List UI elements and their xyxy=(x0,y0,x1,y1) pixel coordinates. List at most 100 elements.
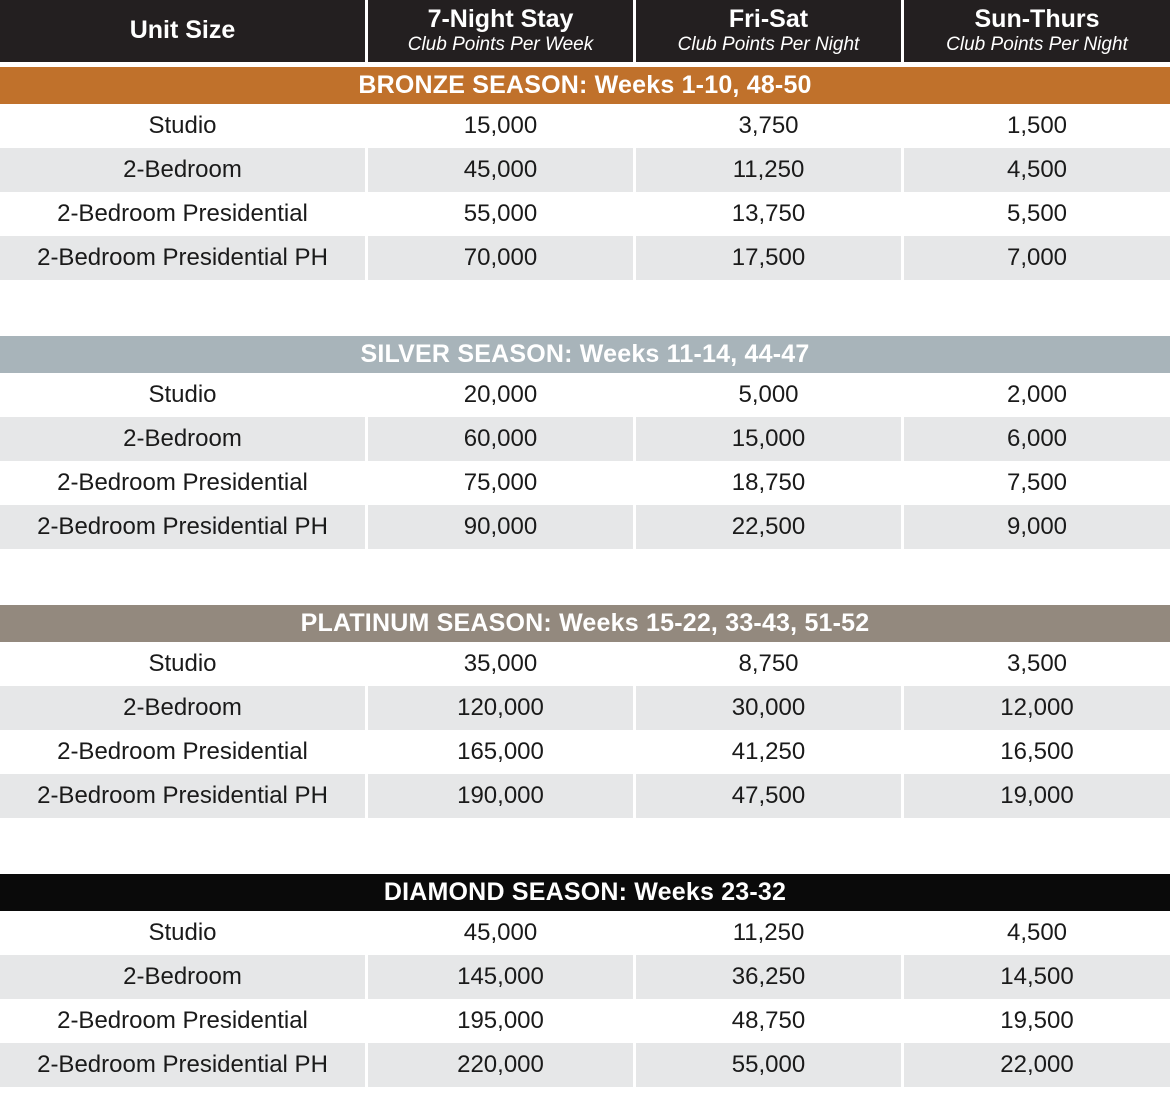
unit-size-cell: 2-Bedroom Presidential xyxy=(0,461,365,505)
week-points-cell: 15,000 xyxy=(368,104,633,148)
header-cell-sunthurs: Sun-Thurs Club Points Per Night xyxy=(904,0,1170,62)
frisat-points-cell: 55,000 xyxy=(636,1043,901,1087)
season-section: SILVER SEASON: Weeks 11-14, 44-47 Studio… xyxy=(0,336,1170,549)
week-points-cell: 60,000 xyxy=(368,417,633,461)
table-row: 2-Bedroom Presidential PH 190,000 47,500… xyxy=(0,774,1170,818)
unit-size-cell: 2-Bedroom Presidential xyxy=(0,730,365,774)
unit-size-cell: 2-Bedroom xyxy=(0,686,365,730)
table-row: 2-Bedroom Presidential 195,000 48,750 19… xyxy=(0,999,1170,1043)
header-title-7night: 7-Night Stay xyxy=(427,5,574,34)
table-row: Studio 20,000 5,000 2,000 xyxy=(0,373,1170,417)
season-band: PLATINUM SEASON: Weeks 15-22, 33-43, 51-… xyxy=(0,605,1170,642)
table-row: 2-Bedroom Presidential PH 90,000 22,500 … xyxy=(0,505,1170,549)
unit-size-cell: 2-Bedroom Presidential xyxy=(0,999,365,1043)
table-row: Studio 35,000 8,750 3,500 xyxy=(0,642,1170,686)
week-points-cell: 190,000 xyxy=(368,774,633,818)
week-points-cell: 35,000 xyxy=(368,642,633,686)
season-rows: Studio 45,000 11,250 4,500 2-Bedroom 145… xyxy=(0,911,1170,1087)
season-band: BRONZE SEASON: Weeks 1-10, 48-50 xyxy=(0,67,1170,104)
unit-size-cell: Studio xyxy=(0,642,365,686)
table-row: 2-Bedroom 60,000 15,000 6,000 xyxy=(0,417,1170,461)
week-points-cell: 20,000 xyxy=(368,373,633,417)
table-row: 2-Bedroom Presidential 165,000 41,250 16… xyxy=(0,730,1170,774)
unit-size-cell: 2-Bedroom Presidential PH xyxy=(0,505,365,549)
header-title-unit-size: Unit Size xyxy=(129,16,236,45)
sunthurs-points-cell: 6,000 xyxy=(904,417,1170,461)
frisat-points-cell: 13,750 xyxy=(636,192,901,236)
week-points-cell: 165,000 xyxy=(368,730,633,774)
week-points-cell: 120,000 xyxy=(368,686,633,730)
sunthurs-points-cell: 2,000 xyxy=(904,373,1170,417)
sunthurs-points-cell: 9,000 xyxy=(904,505,1170,549)
sunthurs-points-cell: 16,500 xyxy=(904,730,1170,774)
sunthurs-points-cell: 14,500 xyxy=(904,955,1170,999)
frisat-points-cell: 48,750 xyxy=(636,999,901,1043)
week-points-cell: 90,000 xyxy=(368,505,633,549)
season-rows: Studio 15,000 3,750 1,500 2-Bedroom 45,0… xyxy=(0,104,1170,280)
sunthurs-points-cell: 1,500 xyxy=(904,104,1170,148)
week-points-cell: 70,000 xyxy=(368,236,633,280)
frisat-points-cell: 3,750 xyxy=(636,104,901,148)
sunthurs-points-cell: 3,500 xyxy=(904,642,1170,686)
table-row: Studio 15,000 3,750 1,500 xyxy=(0,104,1170,148)
table-row: 2-Bedroom Presidential 55,000 13,750 5,5… xyxy=(0,192,1170,236)
week-points-cell: 195,000 xyxy=(368,999,633,1043)
unit-size-cell: 2-Bedroom xyxy=(0,417,365,461)
header-cell-7night: 7-Night Stay Club Points Per Week xyxy=(368,0,633,62)
sunthurs-points-cell: 19,500 xyxy=(904,999,1170,1043)
header-subtitle-sunthurs: Club Points Per Night xyxy=(946,33,1128,55)
week-points-cell: 75,000 xyxy=(368,461,633,505)
frisat-points-cell: 11,250 xyxy=(636,911,901,955)
frisat-points-cell: 41,250 xyxy=(636,730,901,774)
frisat-points-cell: 8,750 xyxy=(636,642,901,686)
season-band: DIAMOND SEASON: Weeks 23-32 xyxy=(0,874,1170,911)
table-row: 2-Bedroom 145,000 36,250 14,500 xyxy=(0,955,1170,999)
unit-size-cell: Studio xyxy=(0,373,365,417)
frisat-points-cell: 15,000 xyxy=(636,417,901,461)
sunthurs-points-cell: 5,500 xyxy=(904,192,1170,236)
header-title-frisat: Fri-Sat xyxy=(728,5,809,34)
header-cell-unit-size: Unit Size xyxy=(0,0,365,62)
week-points-cell: 220,000 xyxy=(368,1043,633,1087)
sunthurs-points-cell: 12,000 xyxy=(904,686,1170,730)
table-row: 2-Bedroom 120,000 30,000 12,000 xyxy=(0,686,1170,730)
frisat-points-cell: 47,500 xyxy=(636,774,901,818)
header-cell-frisat: Fri-Sat Club Points Per Night xyxy=(636,0,901,62)
table-row: 2-Bedroom Presidential 75,000 18,750 7,5… xyxy=(0,461,1170,505)
unit-size-cell: 2-Bedroom xyxy=(0,955,365,999)
unit-size-cell: Studio xyxy=(0,104,365,148)
table-header: Unit Size 7-Night Stay Club Points Per W… xyxy=(0,0,1170,62)
table-row: 2-Bedroom 45,000 11,250 4,500 xyxy=(0,148,1170,192)
season-section: PLATINUM SEASON: Weeks 15-22, 33-43, 51-… xyxy=(0,605,1170,818)
unit-size-cell: 2-Bedroom Presidential PH xyxy=(0,236,365,280)
season-band: SILVER SEASON: Weeks 11-14, 44-47 xyxy=(0,336,1170,373)
unit-size-cell: 2-Bedroom Presidential PH xyxy=(0,1043,365,1087)
week-points-cell: 45,000 xyxy=(368,148,633,192)
frisat-points-cell: 11,250 xyxy=(636,148,901,192)
frisat-points-cell: 36,250 xyxy=(636,955,901,999)
frisat-points-cell: 18,750 xyxy=(636,461,901,505)
sunthurs-points-cell: 4,500 xyxy=(904,911,1170,955)
sunthurs-points-cell: 4,500 xyxy=(904,148,1170,192)
season-section: DIAMOND SEASON: Weeks 23-32 Studio 45,00… xyxy=(0,874,1170,1087)
unit-size-cell: 2-Bedroom xyxy=(0,148,365,192)
unit-size-cell: 2-Bedroom Presidential PH xyxy=(0,774,365,818)
unit-size-cell: 2-Bedroom Presidential xyxy=(0,192,365,236)
week-points-cell: 45,000 xyxy=(368,911,633,955)
header-subtitle-frisat: Club Points Per Night xyxy=(677,33,860,55)
season-sections: BRONZE SEASON: Weeks 1-10, 48-50 Studio … xyxy=(0,67,1170,1087)
sunthurs-points-cell: 7,500 xyxy=(904,461,1170,505)
season-rows: Studio 35,000 8,750 3,500 2-Bedroom 120,… xyxy=(0,642,1170,818)
header-subtitle-7night: Club Points Per Week xyxy=(407,33,594,55)
season-section: BRONZE SEASON: Weeks 1-10, 48-50 Studio … xyxy=(0,67,1170,280)
table-row: 2-Bedroom Presidential PH 220,000 55,000… xyxy=(0,1043,1170,1087)
header-title-sunthurs: Sun-Thurs xyxy=(974,5,1100,34)
sunthurs-points-cell: 7,000 xyxy=(904,236,1170,280)
frisat-points-cell: 30,000 xyxy=(636,686,901,730)
frisat-points-cell: 17,500 xyxy=(636,236,901,280)
table-row: Studio 45,000 11,250 4,500 xyxy=(0,911,1170,955)
season-rows: Studio 20,000 5,000 2,000 2-Bedroom 60,0… xyxy=(0,373,1170,549)
sunthurs-points-cell: 22,000 xyxy=(904,1043,1170,1087)
frisat-points-cell: 5,000 xyxy=(636,373,901,417)
